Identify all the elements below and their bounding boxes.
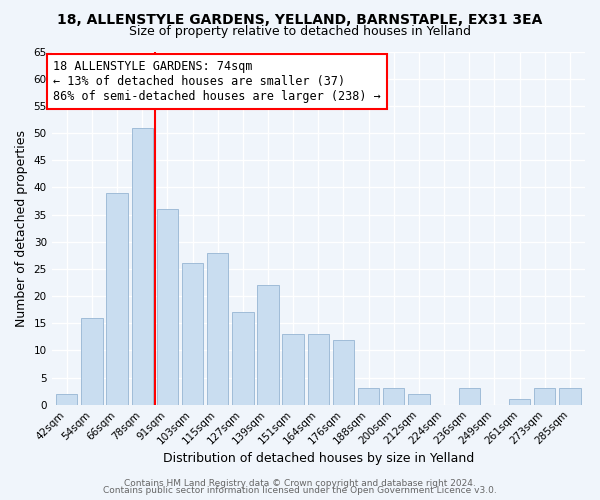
Text: 18, ALLENSTYLE GARDENS, YELLAND, BARNSTAPLE, EX31 3EA: 18, ALLENSTYLE GARDENS, YELLAND, BARNSTA… [58, 12, 542, 26]
Bar [232, 312, 254, 404]
Bar [408, 394, 430, 404]
Bar [283, 334, 304, 404]
Text: Contains public sector information licensed under the Open Government Licence v3: Contains public sector information licen… [103, 486, 497, 495]
Bar [81, 318, 103, 404]
Bar [333, 340, 354, 404]
Bar [56, 394, 77, 404]
Bar [257, 285, 279, 405]
Bar [383, 388, 404, 404]
Bar [308, 334, 329, 404]
Bar [182, 264, 203, 404]
Bar [131, 128, 153, 404]
Text: Contains HM Land Registry data © Crown copyright and database right 2024.: Contains HM Land Registry data © Crown c… [124, 478, 476, 488]
Bar [509, 400, 530, 404]
Bar [106, 193, 128, 404]
Text: 18 ALLENSTYLE GARDENS: 74sqm
← 13% of detached houses are smaller (37)
86% of se: 18 ALLENSTYLE GARDENS: 74sqm ← 13% of de… [53, 60, 380, 102]
Bar [157, 209, 178, 404]
Text: Size of property relative to detached houses in Yelland: Size of property relative to detached ho… [129, 25, 471, 38]
X-axis label: Distribution of detached houses by size in Yelland: Distribution of detached houses by size … [163, 452, 474, 465]
Bar [458, 388, 480, 404]
Bar [559, 388, 581, 404]
Bar [534, 388, 556, 404]
Bar [207, 252, 229, 404]
Bar [358, 388, 379, 404]
Y-axis label: Number of detached properties: Number of detached properties [15, 130, 28, 326]
